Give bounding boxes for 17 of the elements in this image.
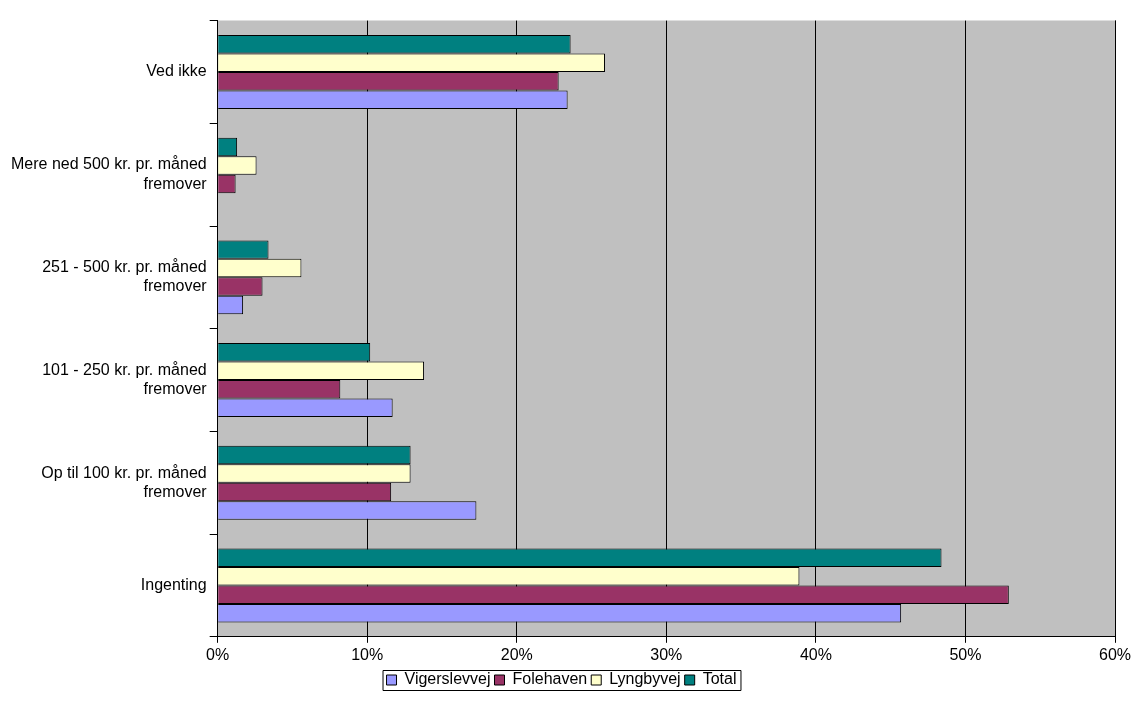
y-tick-label: Op til 100 kr. pr. måned fremover <box>41 463 208 500</box>
x-tick-label: 60% <box>1098 645 1132 663</box>
y-tick-label: Mere ned 500 kr. pr. måned fremover <box>11 155 208 192</box>
x-tick-label: 50% <box>949 645 982 663</box>
x-tick-label: 20% <box>500 645 533 663</box>
legend-label: Lyngbyvej <box>609 670 681 688</box>
x-tick-label: 30% <box>650 645 683 663</box>
y-tick-label: 101 - 250 kr. pr. måned fremover <box>42 360 208 398</box>
x-tick-label: 0% <box>206 645 230 663</box>
x-tick-label: 40% <box>799 645 832 663</box>
y-tick-label: Ingenting <box>140 575 207 593</box>
x-tick-label: 10% <box>351 645 384 663</box>
y-tick-label: Ved ikke <box>146 62 207 80</box>
legend-label: Total <box>702 670 737 688</box>
y-tick-label: 251 - 500 kr. pr. måned fremover <box>42 258 208 295</box>
legend-label: Vigerslevvej <box>404 670 491 688</box>
legend-label: Folehaven <box>512 670 588 688</box>
